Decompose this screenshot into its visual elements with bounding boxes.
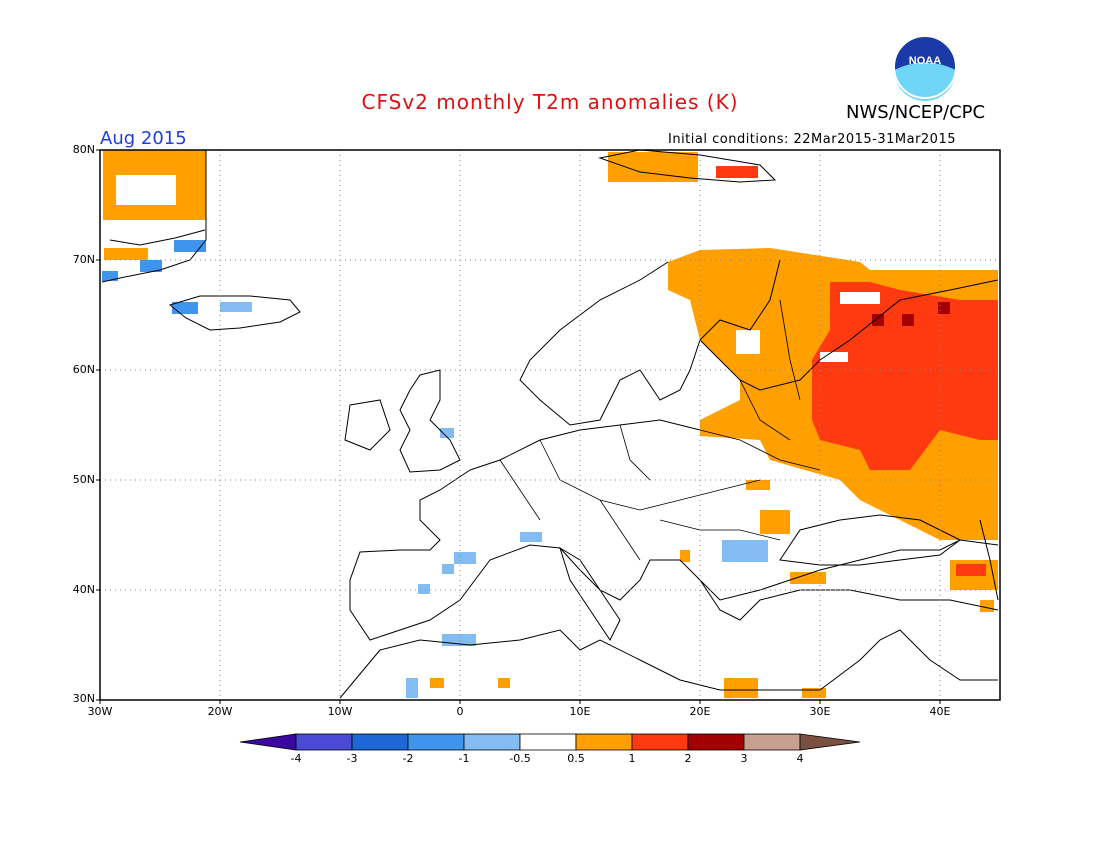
axis-ticks — [96, 149, 941, 704]
colorbar-label: -0.5 — [509, 752, 531, 765]
lat-label-40n: 40N — [72, 583, 95, 596]
lat-label-30n: 30N — [72, 692, 95, 705]
colorbar-label: -3 — [346, 752, 358, 765]
colorbar-label: 1 — [628, 752, 636, 765]
lon-label-30w: 30W — [87, 705, 113, 718]
colorbar-segment — [351, 733, 409, 751]
colorbar — [239, 733, 861, 751]
lon-label-20e: 20E — [689, 705, 711, 718]
lat-label-80n: 80N — [72, 143, 95, 156]
colorbar-label: 3 — [740, 752, 748, 765]
lon-label-10e: 10E — [569, 705, 591, 718]
colorbar-segment — [463, 733, 521, 751]
map-frame — [99, 149, 1001, 701]
month-label: Aug 2015 — [100, 128, 187, 149]
colorbar-segment — [239, 733, 297, 751]
colorbar-label: 4 — [796, 752, 804, 765]
noaa-logo: NOAA — [893, 35, 957, 101]
colorbar-label: 0.5 — [567, 752, 585, 765]
lon-label-20w: 20W — [207, 705, 233, 718]
colorbar-segment — [575, 733, 633, 751]
noaa-logo-text: NOAA — [909, 55, 941, 67]
lat-label-60n: 60N — [72, 363, 95, 376]
colorbar-segment — [519, 733, 577, 751]
colorbar-segment — [799, 733, 861, 751]
map-title: CFSv2 monthly T2m anomalies (K) — [361, 90, 739, 114]
graticule — [100, 150, 1000, 700]
anomaly-shading — [102, 150, 998, 698]
agency-label: NWS/NCEP/CPC — [846, 102, 986, 123]
colorbar-label: -2 — [402, 752, 414, 765]
colorbar-segment — [407, 733, 465, 751]
lon-label-10w: 10W — [327, 705, 353, 718]
colorbar-segment — [295, 733, 353, 751]
colorbar-label: -1 — [458, 752, 470, 765]
colorbar-label: -4 — [290, 752, 302, 765]
lat-label-70n: 70N — [72, 253, 95, 266]
colorbar-label: 2 — [684, 752, 692, 765]
colorbar-segment — [631, 733, 689, 751]
lon-label-0: 0 — [456, 705, 464, 718]
lon-label-30e: 30E — [809, 705, 831, 718]
lon-label-40e: 40E — [929, 705, 951, 718]
initial-conditions-label: Initial conditions: 22Mar2015-31Mar2015 — [668, 132, 956, 147]
lat-label-50n: 50N — [72, 473, 95, 486]
colorbar-segment — [687, 733, 745, 751]
colorbar-segment — [743, 733, 801, 751]
